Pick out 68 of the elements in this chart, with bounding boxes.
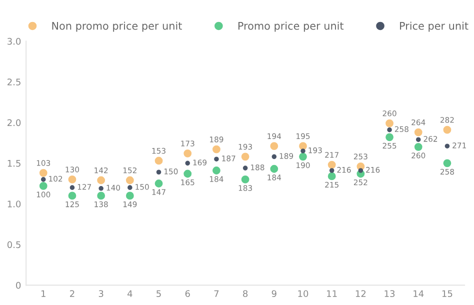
x-tick-label: 4 bbox=[127, 290, 132, 297]
point bbox=[444, 144, 450, 148]
x-tick-label: 15 bbox=[442, 290, 452, 298]
point bbox=[97, 176, 106, 184]
point bbox=[299, 142, 307, 150]
point bbox=[154, 156, 163, 165]
y-tick-label: 1.0 bbox=[8, 200, 21, 208]
point bbox=[241, 152, 250, 161]
x-tick-label: 12 bbox=[356, 290, 366, 297]
y-tick-label: 2.5 bbox=[8, 78, 20, 86]
y-tick-label: 3.0 bbox=[8, 38, 21, 45]
point bbox=[68, 192, 76, 200]
x-tick-label: 2 bbox=[70, 290, 74, 297]
x-tick-label: 3 bbox=[98, 290, 104, 298]
x-tick-label: 9 bbox=[272, 290, 276, 298]
point bbox=[212, 166, 220, 174]
point bbox=[70, 185, 75, 190]
point bbox=[40, 177, 46, 182]
point bbox=[443, 126, 452, 134]
point bbox=[386, 119, 394, 128]
point bbox=[128, 185, 132, 190]
x-tick-label: 1 bbox=[41, 290, 46, 297]
point bbox=[241, 175, 250, 184]
x-tick-label: 8 bbox=[243, 290, 248, 298]
y-tick-label: 0.5 bbox=[7, 241, 20, 248]
point bbox=[126, 176, 134, 184]
point bbox=[184, 170, 192, 178]
x-tick-label: 14 bbox=[414, 290, 424, 297]
point bbox=[39, 182, 48, 190]
x-tick-label: 5 bbox=[156, 290, 161, 298]
point bbox=[212, 145, 220, 154]
point bbox=[242, 166, 248, 170]
point bbox=[126, 192, 134, 200]
x-tick-label: 7 bbox=[214, 290, 219, 297]
point bbox=[154, 180, 163, 188]
point bbox=[156, 170, 162, 175]
legend-label: Price per unit bbox=[400, 22, 468, 32]
point bbox=[328, 172, 336, 180]
x-tick-label: 11 bbox=[327, 290, 337, 297]
point bbox=[328, 160, 336, 169]
y-tick-label: 1.5 bbox=[8, 160, 20, 167]
point bbox=[443, 159, 452, 168]
point bbox=[68, 175, 76, 184]
point bbox=[184, 149, 192, 158]
point bbox=[270, 142, 278, 150]
legend-label: Non promo price per unit bbox=[52, 22, 182, 32]
point bbox=[185, 160, 190, 166]
point bbox=[386, 133, 394, 142]
point bbox=[270, 164, 278, 173]
point bbox=[414, 128, 422, 136]
point bbox=[97, 192, 106, 200]
point bbox=[300, 148, 306, 154]
point bbox=[98, 186, 104, 191]
x-tick-label: 10 bbox=[298, 290, 308, 298]
point bbox=[39, 168, 48, 177]
point bbox=[329, 168, 334, 173]
point bbox=[272, 154, 277, 160]
x-tick-label: 6 bbox=[185, 290, 190, 298]
point bbox=[214, 156, 219, 162]
y-tick-label: 2.0 bbox=[8, 119, 21, 126]
point bbox=[414, 142, 422, 151]
y-tick-label: 0 bbox=[16, 282, 21, 289]
point bbox=[299, 152, 307, 161]
point bbox=[358, 168, 364, 173]
point bbox=[387, 127, 392, 132]
point bbox=[416, 137, 421, 142]
x-tick-label: 13 bbox=[384, 290, 395, 298]
legend-label: Promo price per unit bbox=[238, 22, 344, 32]
